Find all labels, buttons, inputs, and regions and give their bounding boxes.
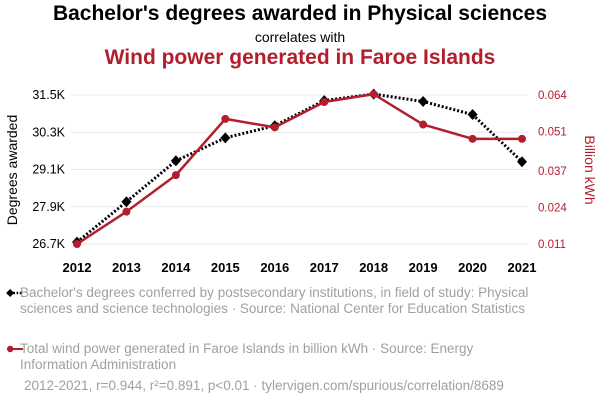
x-tick-label: 2019 <box>409 260 438 275</box>
data-point-wind <box>122 207 131 216</box>
y-right-axis-label: Billion kWh <box>582 135 598 204</box>
data-point-degrees <box>517 156 527 168</box>
data-point-wind <box>221 114 230 123</box>
data-point-wind <box>270 123 279 132</box>
y-left-tick-label: 30.3K <box>32 125 65 139</box>
series-line-1 <box>76 92 522 246</box>
legend-swatch-wind <box>7 345 23 353</box>
chart-title: Bachelor's degrees awarded in Physical s… <box>52 2 548 25</box>
data-point-wind <box>369 90 378 99</box>
series-line-0 <box>76 92 524 244</box>
x-tick-label: 2020 <box>458 260 487 275</box>
legend-label-wind: Total wind power generated in Faroe Isla… <box>20 341 474 372</box>
x-tick-label: 2018 <box>359 260 388 275</box>
chart-subtitle: correlates with <box>254 29 346 45</box>
y-left-tick-label: 29.1K <box>32 163 65 177</box>
x-tick-label: 2021 <box>508 260 537 275</box>
x-tick-label: 2014 <box>161 260 191 275</box>
y-right-tick-label: 0.037 <box>538 166 567 178</box>
x-tick-label: 2012 <box>63 260 92 275</box>
data-point-degrees <box>467 109 478 121</box>
x-tick-label: 2016 <box>260 260 289 275</box>
y-left-axis-label: Degrees awarded <box>4 115 20 226</box>
data-point-wind <box>171 171 180 180</box>
data-point-degrees <box>121 196 132 208</box>
data-point-wind <box>518 134 526 143</box>
footer-stats: 2012-2021, r=0.944, r²=0.891, p<0.01 · t… <box>24 378 504 393</box>
data-point-wind <box>468 134 477 143</box>
y-left-tick-label: 31.5K <box>32 88 65 102</box>
y-left-tick-label: 27.9K <box>32 200 65 214</box>
y-right-tick-label: 0.011 <box>538 239 566 251</box>
data-point-wind <box>73 240 81 248</box>
chart-plot: 26.7K 27.9K 29.1K 30.3K 31.5K 0.011 0.024 0.037… <box>4 88 598 275</box>
y-left-tick-label: 26.7K <box>32 237 65 251</box>
y-right-tick-label: 0.024 <box>538 202 567 214</box>
data-point-wind <box>320 98 329 107</box>
data-point-degrees <box>220 132 231 144</box>
data-point-degrees <box>170 155 181 167</box>
x-tick-label: 2017 <box>310 260 339 275</box>
data-point-degrees <box>418 96 429 108</box>
chart-title-secondary: Wind power generated in Faroe Islands <box>104 46 496 69</box>
x-tick-label: 2013 <box>112 260 141 275</box>
x-tick-label: 2015 <box>211 260 240 275</box>
legend-swatch-degrees <box>6 289 23 297</box>
legend-label-degrees: Bachelor's degrees conferred by postseco… <box>20 285 529 316</box>
legend-entry-wind: Total wind power generated in Faroe Isla… <box>7 341 540 373</box>
y-right-tick-label: 0.051 <box>538 127 567 139</box>
legend-entry-degrees: Bachelor's degrees conferred by postseco… <box>6 285 540 317</box>
y-right-tick-label: 0.064 <box>538 90 567 102</box>
data-point-wind <box>419 120 428 129</box>
